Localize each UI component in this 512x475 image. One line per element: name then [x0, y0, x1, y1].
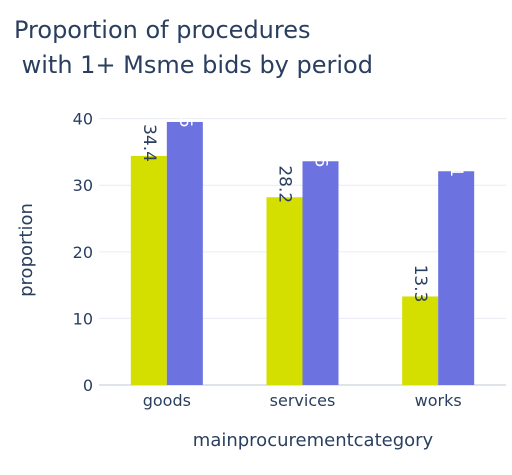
x-tick-label: works: [415, 391, 462, 410]
y-tick-label: 0: [83, 376, 93, 395]
chart-title-line-1: Proportion of procedures: [14, 16, 311, 44]
bar-value-label: 34.4: [139, 124, 159, 162]
bar[interactable]: [166, 121, 203, 386]
bar-value-label: 28.2: [275, 165, 295, 203]
bar-value-labels: 34.4 39.5 28.2 33.6 13.3 32.1: [139, 90, 466, 302]
chart-title-line-2: with 1+ Msme bids by period: [14, 51, 373, 79]
x-axis-ticks: goods services works: [143, 391, 462, 410]
y-tick-label: 10: [73, 309, 93, 328]
x-axis-title: mainprocurementcategory: [193, 430, 434, 451]
y-axis-ticks: 0 10 20 30 40: [73, 110, 93, 395]
y-tick-label: 20: [73, 243, 93, 262]
bar-value-label: 33.6: [311, 129, 331, 167]
x-tick-label: services: [270, 391, 336, 410]
bar-value-label: 13.3: [410, 265, 430, 303]
bar-series: [130, 121, 475, 386]
bar[interactable]: [266, 197, 303, 385]
bar[interactable]: [302, 161, 339, 385]
bar[interactable]: [130, 155, 167, 385]
chart-title: Proportion of procedures with 1+ Msme bi…: [14, 16, 373, 79]
bar[interactable]: [438, 171, 475, 385]
y-axis-title: proportion: [16, 203, 37, 297]
y-tick-label: 30: [73, 176, 93, 195]
y-tick-label: 40: [73, 110, 93, 129]
bar-value-label: 32.1: [446, 139, 466, 177]
bar-value-label: 39.5: [175, 90, 195, 128]
x-tick-label: goods: [143, 391, 191, 410]
bar[interactable]: [402, 296, 439, 385]
